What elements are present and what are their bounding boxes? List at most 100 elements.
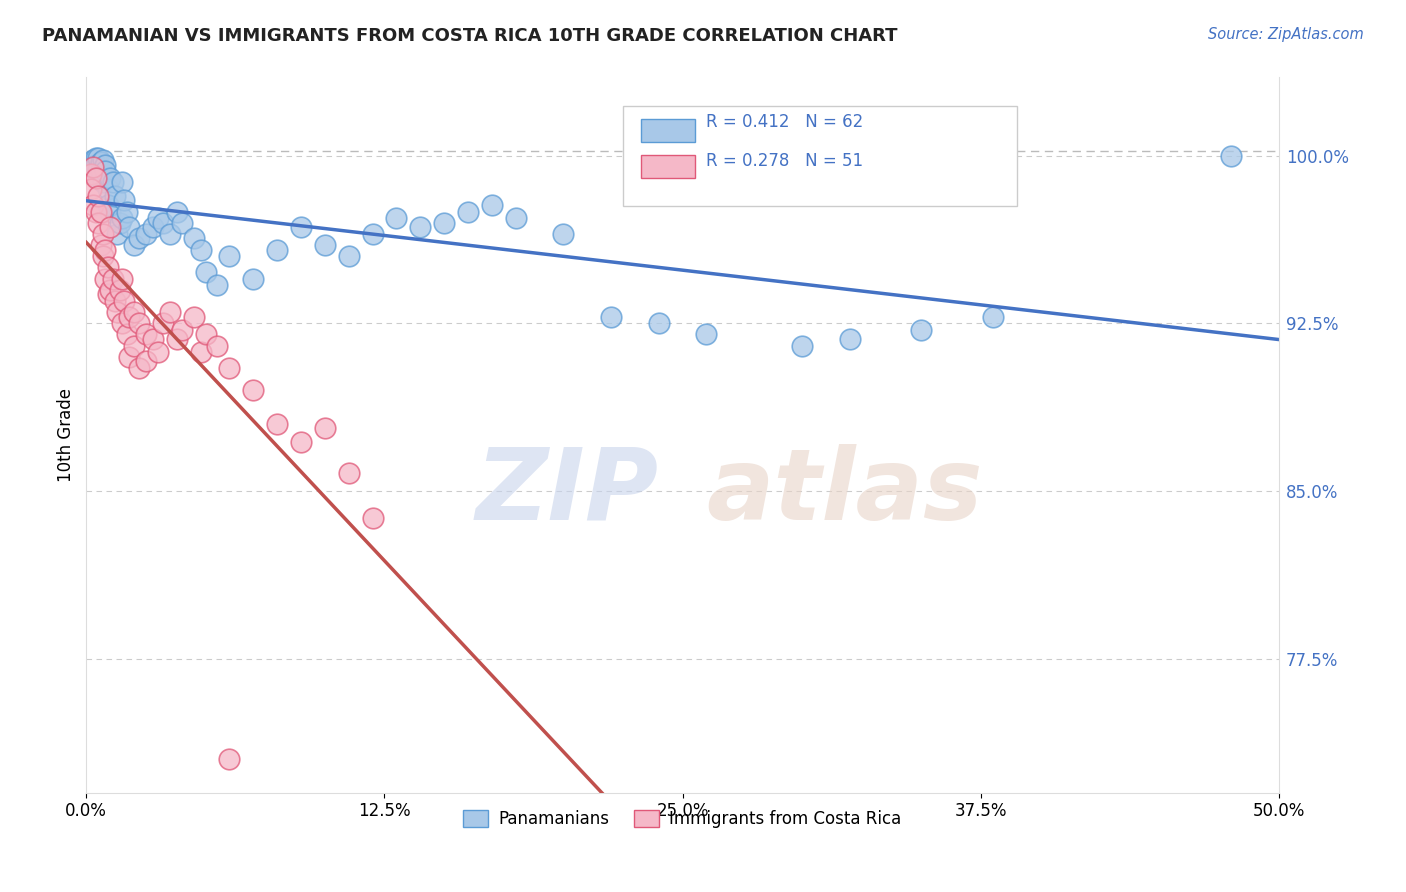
Point bbox=[166, 332, 188, 346]
Point bbox=[97, 198, 120, 212]
Point bbox=[90, 204, 112, 219]
Point bbox=[82, 198, 104, 212]
Bar bbox=[641, 119, 695, 142]
Point bbox=[111, 271, 134, 285]
Point bbox=[135, 354, 157, 368]
Point bbox=[159, 227, 181, 241]
Point bbox=[87, 189, 110, 203]
Point bbox=[207, 338, 229, 352]
Point bbox=[97, 287, 120, 301]
Point bbox=[183, 231, 205, 245]
Point bbox=[101, 176, 124, 190]
Point bbox=[128, 361, 150, 376]
Point bbox=[981, 310, 1004, 324]
Point bbox=[118, 310, 141, 324]
Point bbox=[146, 345, 169, 359]
Point bbox=[481, 198, 503, 212]
Point bbox=[111, 316, 134, 330]
Point bbox=[101, 271, 124, 285]
Point bbox=[111, 176, 134, 190]
Point bbox=[142, 220, 165, 235]
Point bbox=[80, 182, 103, 196]
Point bbox=[553, 227, 575, 241]
Point bbox=[170, 216, 193, 230]
Point bbox=[122, 238, 145, 252]
Point bbox=[91, 153, 114, 168]
Point bbox=[98, 204, 121, 219]
Point bbox=[84, 151, 107, 165]
Point bbox=[94, 243, 117, 257]
Point bbox=[361, 510, 384, 524]
Point bbox=[142, 332, 165, 346]
Point bbox=[135, 227, 157, 241]
Point bbox=[90, 155, 112, 169]
Bar bbox=[641, 154, 695, 178]
Point bbox=[166, 204, 188, 219]
Point bbox=[90, 164, 112, 178]
Point bbox=[94, 158, 117, 172]
Point bbox=[170, 323, 193, 337]
Point bbox=[105, 305, 128, 319]
Text: ZIP: ZIP bbox=[475, 443, 659, 541]
Point bbox=[82, 153, 104, 168]
Point bbox=[218, 249, 240, 263]
Point bbox=[218, 361, 240, 376]
Point bbox=[910, 323, 932, 337]
Point bbox=[90, 238, 112, 252]
Point bbox=[87, 151, 110, 165]
Point bbox=[98, 171, 121, 186]
Text: Source: ZipAtlas.com: Source: ZipAtlas.com bbox=[1208, 27, 1364, 42]
Text: R = 0.278   N = 51: R = 0.278 N = 51 bbox=[706, 153, 863, 170]
Point bbox=[115, 204, 138, 219]
Point bbox=[146, 211, 169, 226]
Point bbox=[84, 171, 107, 186]
Point bbox=[790, 338, 813, 352]
Point bbox=[122, 305, 145, 319]
Point bbox=[114, 293, 136, 308]
Point bbox=[94, 164, 117, 178]
Point bbox=[98, 283, 121, 297]
Point bbox=[114, 194, 136, 208]
Point bbox=[152, 216, 174, 230]
Point bbox=[104, 189, 127, 203]
Point bbox=[457, 204, 479, 219]
Point bbox=[91, 249, 114, 263]
Point bbox=[91, 227, 114, 241]
Text: R = 0.412   N = 62: R = 0.412 N = 62 bbox=[706, 113, 863, 131]
Point bbox=[266, 417, 288, 431]
Point bbox=[91, 176, 114, 190]
Point bbox=[648, 316, 671, 330]
Point bbox=[409, 220, 432, 235]
Text: PANAMANIAN VS IMMIGRANTS FROM COSTA RICA 10TH GRADE CORRELATION CHART: PANAMANIAN VS IMMIGRANTS FROM COSTA RICA… bbox=[42, 27, 897, 45]
Point bbox=[314, 421, 336, 435]
Point bbox=[97, 182, 120, 196]
Point bbox=[122, 338, 145, 352]
Point bbox=[290, 220, 312, 235]
Point bbox=[218, 752, 240, 766]
Point bbox=[242, 384, 264, 398]
Point bbox=[135, 327, 157, 342]
Point bbox=[105, 227, 128, 241]
Point bbox=[115, 327, 138, 342]
Point bbox=[1220, 149, 1243, 163]
Point bbox=[600, 310, 623, 324]
Point bbox=[190, 345, 212, 359]
Point bbox=[87, 162, 110, 177]
Point bbox=[97, 260, 120, 275]
Point bbox=[108, 283, 131, 297]
Point bbox=[84, 158, 107, 172]
Point bbox=[80, 167, 103, 181]
Point bbox=[108, 216, 131, 230]
FancyBboxPatch shape bbox=[623, 106, 1017, 206]
Point bbox=[194, 265, 217, 279]
Point bbox=[314, 238, 336, 252]
Point bbox=[98, 220, 121, 235]
Point bbox=[87, 171, 110, 186]
Point bbox=[152, 316, 174, 330]
Point bbox=[361, 227, 384, 241]
Point bbox=[183, 310, 205, 324]
Point bbox=[207, 278, 229, 293]
Point bbox=[695, 327, 717, 342]
Point bbox=[190, 243, 212, 257]
Point bbox=[118, 220, 141, 235]
